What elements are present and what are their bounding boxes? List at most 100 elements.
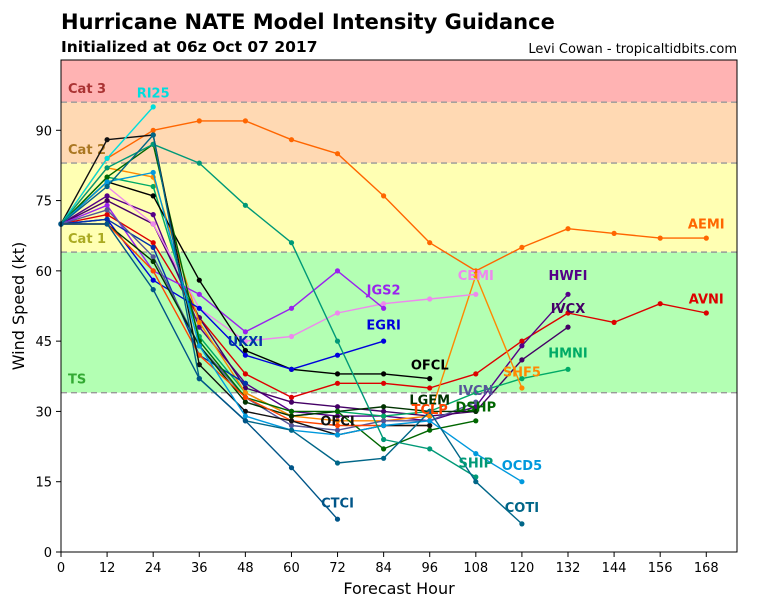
data-point [104,137,110,143]
data-point [427,413,433,419]
series-ctci [58,221,341,522]
data-point [657,301,663,307]
series-label-hwfi: HWFI [549,269,588,284]
x-tick-label: 60 [283,561,300,576]
data-point [519,521,525,527]
series-label-ivcx: IVCX [551,302,585,317]
data-point [288,408,295,414]
data-point [104,179,110,185]
data-point [473,404,479,410]
data-point [473,399,479,405]
y-tick-label: 15 [35,476,52,491]
data-point [381,408,387,414]
data-point [334,408,341,414]
data-point [334,151,341,157]
data-point [334,352,341,358]
data-point [381,193,387,199]
data-point [288,427,295,433]
data-point [381,455,387,461]
data-point [196,376,202,382]
data-point [381,446,387,452]
data-point [104,198,110,204]
series-label-ocd5: OCD5 [502,459,542,474]
x-tick-label: 72 [329,561,346,576]
data-point [242,202,248,208]
y-tick-label: 45 [35,335,52,350]
data-point [150,244,156,250]
data-point [288,366,295,372]
x-tick-label: 168 [694,561,719,576]
data-point [334,422,341,429]
data-point [242,408,248,414]
band-label-cat-2: Cat 2 [68,143,106,158]
data-point [196,305,202,311]
series-line-ivcn [60,209,477,431]
x-tick-label: 24 [145,561,162,576]
series-line-jgs2 [60,204,385,333]
data-point [150,221,156,227]
data-point [565,324,571,330]
data-point [519,479,525,485]
data-point [427,240,433,246]
data-point [334,404,341,410]
data-point [473,291,479,297]
data-point [150,240,156,246]
data-point [565,366,571,372]
data-point [242,385,248,391]
data-point [381,413,387,419]
data-point [150,254,156,260]
data-point [703,235,709,241]
data-point [196,291,202,297]
data-point [519,376,525,382]
data-point [196,362,202,368]
series-label-tclp: TCLP [412,403,448,418]
data-point [703,310,709,316]
data-point [288,399,295,405]
data-point [473,371,479,377]
data-point [427,385,433,391]
data-point [196,343,202,349]
data-point [150,258,156,265]
data-point [334,413,341,419]
chart-title: Hurricane NATE Model Intensity Guidance [61,10,555,34]
series-label-coti: COTI [505,501,539,516]
y-tick-label: 30 [35,405,52,420]
data-point [381,404,387,410]
data-point [334,427,341,433]
data-point [565,291,571,297]
data-point [104,221,110,227]
series-label-ofci: OFCI [320,414,354,429]
data-point [288,465,295,471]
data-point [288,240,295,246]
data-point [288,413,295,419]
series-label-dshp: DSHP [456,400,497,415]
data-point [288,137,295,143]
series-label-aemi: AEMI [688,218,725,233]
series-label-ivcn: IVCN [458,384,493,399]
data-point [473,408,479,414]
data-point [288,422,295,429]
data-point [519,338,525,344]
x-tick-label: 48 [237,561,254,576]
data-point [334,432,341,438]
data-point [104,216,110,222]
x-tick-label: 108 [463,561,488,576]
data-point [150,277,156,283]
data-point [288,418,295,424]
data-point [196,324,202,330]
x-tick-label: 120 [509,561,534,576]
series-label-cemi: CEMI [458,269,494,284]
series-label-ri25: RI25 [137,86,170,101]
data-point [381,380,387,386]
data-point [427,427,433,433]
y-axis-label: Wind Speed (kt) [9,242,28,371]
band-cat-3 [61,60,737,103]
data-point [288,305,295,311]
series-label-avni: AVNI [689,293,724,308]
series-label-ukxi: UKXI [228,335,264,350]
data-point [242,394,248,400]
y-tick-label: 60 [35,265,52,280]
data-point [150,183,156,190]
data-point [473,479,479,485]
data-point [242,413,248,419]
